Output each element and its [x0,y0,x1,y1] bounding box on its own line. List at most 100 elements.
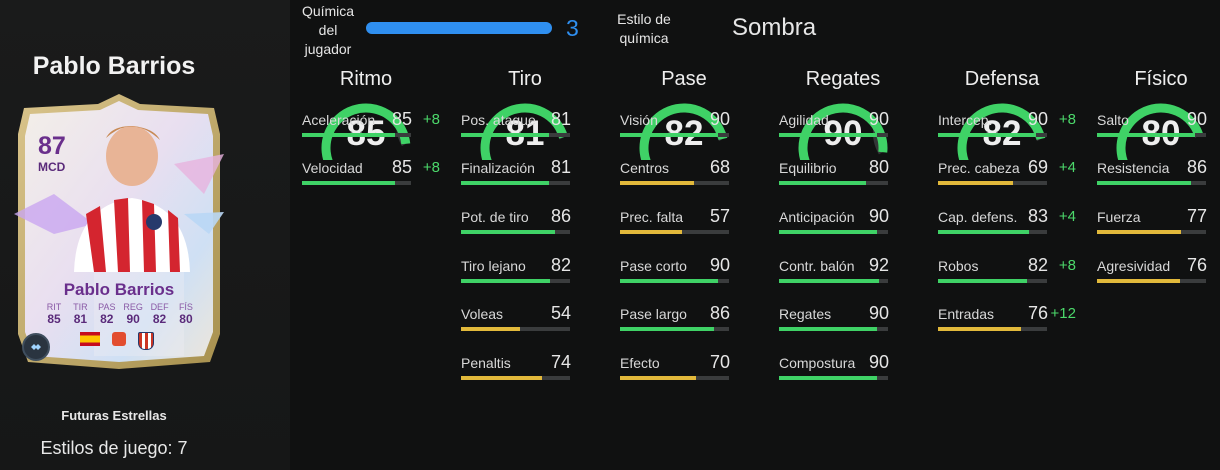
stat-row[interactable]: Tiro lejano 82 [461,255,599,306]
stat-bar-fill [461,376,542,380]
stat-row[interactable]: Contr. balón 92 [779,255,917,306]
stat-value: 76 [1186,255,1207,275]
chemistry-style-value[interactable]: Sombra [732,14,817,41]
stat-row[interactable]: Entradas 76 +12 [938,303,1076,354]
stat-bar-fill [779,279,880,283]
evolution-icon[interactable] [22,333,50,361]
stat-bar-fill [938,181,1014,185]
stat-row[interactable]: Pase corto 90 [620,255,758,306]
stat-bar-fill [779,133,878,137]
stat-label: Intercep. [938,112,993,128]
stat-value: 90 [1027,109,1048,129]
stat-row[interactable]: Velocidad 85 +8 [302,157,440,208]
stat-label: Fuerza [1097,209,1141,225]
stat-bar [1097,279,1206,283]
player-card[interactable]: 87 MCD Pablo Barrios RIT 85 TIR 81 PAS 82 R… [14,94,224,369]
stat-label: Efecto [620,355,660,371]
stat-value: 82 [1027,255,1048,275]
stat-value: 92 [868,255,889,275]
stat-label: Velocidad [302,160,363,176]
stat-row[interactable]: Penaltis 74 [461,352,599,403]
stat-bar-fill [938,279,1028,283]
stat-bar-fill [620,279,719,283]
stat-chem-boost: +4 [1058,208,1076,225]
stat-row[interactable]: Resistencia 86 [1097,157,1220,208]
stat-bar [938,279,1047,283]
stat-chem-boost: +8 [1058,111,1076,128]
stat-bar-fill [620,230,683,234]
stat-value: 85 [391,157,412,177]
stat-row[interactable]: Agilidad 90 [779,109,917,160]
stat-bar-fill [461,327,520,331]
stat-bar-fill [779,230,878,234]
stat-bar [620,327,729,331]
stat-row[interactable]: Compostura 90 [779,352,917,403]
stat-value: 85 [391,109,412,129]
stat-label: Cap. defens. [938,209,1018,225]
gauge-fill [321,103,411,160]
stat-bar [779,133,888,137]
stat-row[interactable]: Agresividad 76 [1097,255,1220,306]
stat-bar [461,181,570,185]
stat-row[interactable]: Salto 90 [1097,109,1220,160]
stat-value: 74 [550,352,571,372]
stat-row[interactable]: Aceleración 85 +8 [302,109,440,160]
stat-row[interactable]: Robos 82 +8 [938,255,1076,306]
stat-row[interactable]: Prec. falta 57 [620,206,758,257]
stat-bar-fill [461,279,551,283]
stat-bar [938,181,1047,185]
stat-row[interactable]: Centros 68 [620,157,758,208]
gauge-fill [639,103,728,160]
stat-row[interactable]: Anticipación 90 [779,206,917,257]
stat-row[interactable]: Regates 90 [779,303,917,354]
playstyles-count: Estilos de juego: 7 [40,438,188,458]
stat-value: 69 [1027,157,1048,177]
stat-row[interactable]: Voleas 54 [461,303,599,354]
stat-value: 57 [709,206,730,226]
stat-value: 90 [868,352,889,372]
stat-row[interactable]: Pos. ataque 81 [461,109,599,160]
stat-label: Contr. balón [779,258,855,274]
stat-bar [620,181,729,185]
stat-value: 86 [550,206,571,226]
stat-row[interactable]: Efecto 70 [620,352,758,403]
stat-bar-fill [1097,133,1196,137]
card-badges [80,332,154,350]
stat-label: Prec. cabeza [938,160,1020,176]
stat-bar [779,376,888,380]
stat-value: 90 [868,303,889,323]
stat-label: Pase largo [620,306,687,322]
stat-row[interactable]: Prec. cabeza 69 +4 [938,157,1076,208]
stat-bar-fill [938,230,1029,234]
stat-label: Equilibrio [779,160,837,176]
stat-row[interactable]: Pot. de tiro 86 [461,206,599,257]
stat-bar [779,327,888,331]
stat-bar-fill [779,327,878,331]
stat-bar [779,279,888,283]
stat-row[interactable]: Pase largo 86 [620,303,758,354]
stat-bar [620,376,729,380]
gauge-fill [957,103,1046,160]
stat-bar [1097,230,1206,234]
stat-bar [620,133,729,137]
player-name: Pablo Barrios [32,52,196,80]
stat-row[interactable]: Equilibrio 80 [779,157,917,208]
stat-bar [302,133,411,137]
gauge-fill [798,103,888,160]
stat-label: Pos. ataque [461,112,536,128]
stat-row[interactable]: Finalización 81 [461,157,599,208]
stat-value: 86 [709,303,730,323]
stat-label: Visión [620,112,658,128]
stat-row[interactable]: Fuerza 77 [1097,206,1220,257]
stat-label: Agilidad [779,112,829,128]
stat-label: Robos [938,258,979,274]
stat-label: Pase corto [620,258,687,274]
stat-row[interactable]: Visión 90 [620,109,758,160]
category-title: Ritmo [339,68,393,90]
stat-row[interactable]: Intercep. 90 +8 [938,109,1076,160]
stat-row[interactable]: Cap. defens. 83 +4 [938,206,1076,257]
card-rating: 87 [38,132,66,160]
card-stat-reg: REG 90 [123,302,143,326]
stat-label: Finalización [461,160,535,176]
stat-label: Regates [779,306,832,322]
